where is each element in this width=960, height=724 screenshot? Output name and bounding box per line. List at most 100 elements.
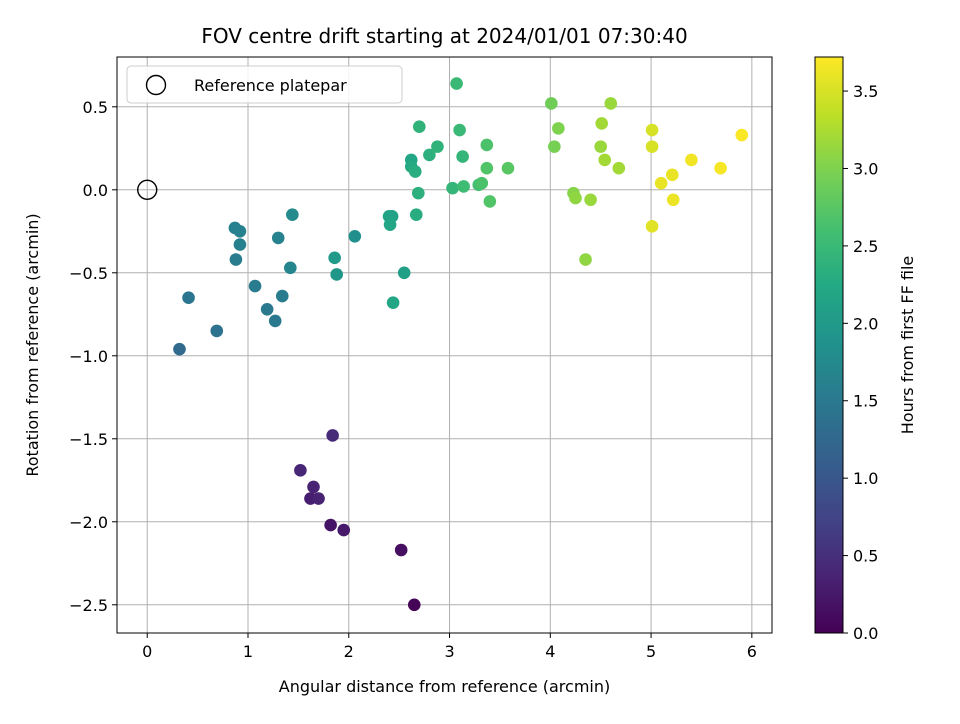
y-tick-label: 0.5 [83,98,108,117]
data-point [598,153,612,167]
data-point [645,220,659,233]
data-point [685,153,698,167]
colorbar-label: Hours from first FF file [898,256,917,435]
x-tick-label: 6 [747,642,757,661]
data-point [326,429,339,442]
data-point [475,176,489,190]
y-tick-label: 0.0 [83,181,108,200]
data-point [275,289,289,303]
colorbar-tick-label: 0.5 [853,547,878,566]
y-tick-label: −2.5 [69,596,108,615]
colorbar-tick-label: 3.5 [853,82,878,101]
data-point [328,251,341,265]
data-point [735,128,749,142]
data-point [548,140,561,153]
data-point [552,122,565,135]
data-point [394,543,408,557]
x-axis-label: Angular distance from reference (arcmin) [279,677,610,696]
data-point [330,268,343,281]
data-point [654,176,668,190]
reference-platepar-marker [137,179,158,200]
colorbar-tick-label: 2.0 [853,314,878,333]
axes: 0 1 2 3 4 5 6 −2.5 −2.0 −1.5 −1.0 −0.5 0.0 0.5 [69,98,757,661]
y-axis-label: Rotation from reference (arcmin) [23,213,42,476]
colorbar-tick-label: 0.0 [853,624,878,643]
x-tick-label: 0 [142,642,152,661]
plot-frame [116,56,773,634]
data-point [286,208,299,221]
colorbar-tick-label: 2.5 [853,237,878,256]
data-point [307,480,320,494]
data-point [604,97,618,110]
data-point [312,492,325,505]
data-point [480,138,494,152]
chart-title: FOV centre drift starting at 2024/01/01 … [201,24,687,48]
legend-marker-reference-icon [145,74,167,96]
data-point [545,97,558,110]
data-point [397,266,411,280]
data-point [248,279,262,293]
x-tick-label: 1 [243,642,253,661]
data-point [233,238,247,251]
data-point [594,140,607,153]
data-point [407,598,421,612]
data-point [645,140,659,153]
data-point [450,77,463,90]
legend-box [126,65,403,104]
data-point [453,123,466,137]
data-point [409,208,423,221]
legend-label-reference: Reference platepar [194,76,347,95]
data-point [260,303,274,316]
data-point [431,140,444,153]
data-point [233,224,247,238]
x-tick-label: 4 [545,642,555,661]
data-point [210,324,224,338]
data-point [579,253,592,266]
legend: Reference platepar [126,65,403,104]
data-point [569,191,582,205]
data-point [714,161,727,175]
data-point [446,181,459,195]
data-point [294,464,307,477]
data-point [480,161,494,175]
data-point [408,165,422,178]
data-point [584,193,597,207]
data-point [595,117,608,130]
grid [117,57,772,633]
data-point [229,253,243,266]
y-tick-label: −0.5 [69,264,108,283]
x-tick-label: 3 [444,642,454,661]
data-point [412,186,425,200]
data-point [666,193,680,207]
data-point [645,123,659,137]
data-point [284,261,297,275]
data-point [348,229,362,243]
data-point [665,168,679,182]
colorbar-tick-label: 1.0 [853,469,878,488]
y-tick-label: −1.5 [69,430,108,449]
data-point [271,231,285,245]
data-point [182,291,195,304]
data-point [337,523,351,537]
data-point [456,150,469,163]
y-tick-label: −1.0 [69,347,108,366]
colorbar: 0.0 0.5 1.0 1.5 2.0 2.5 3.0 3.5 Hours from firs… [814,56,917,643]
data-point [483,195,497,208]
colorbar-gradient [814,56,844,634]
data-point [324,518,337,532]
data-point [386,296,400,309]
y-tick-label: −2.0 [69,513,108,532]
data-point [173,342,186,356]
data-point [612,161,626,175]
colorbar-ticks: 0.0 0.5 1.0 1.5 2.0 2.5 3.0 3.5 [843,82,878,643]
data-point [423,148,436,162]
data-point [501,161,515,175]
x-tick-label: 2 [344,642,354,661]
data-point [268,314,282,328]
colorbar-tick-label: 1.5 [853,392,878,411]
colorbar-tick-label: 3.0 [853,159,878,178]
data-point [413,120,426,134]
x-tick-label: 5 [646,642,656,661]
